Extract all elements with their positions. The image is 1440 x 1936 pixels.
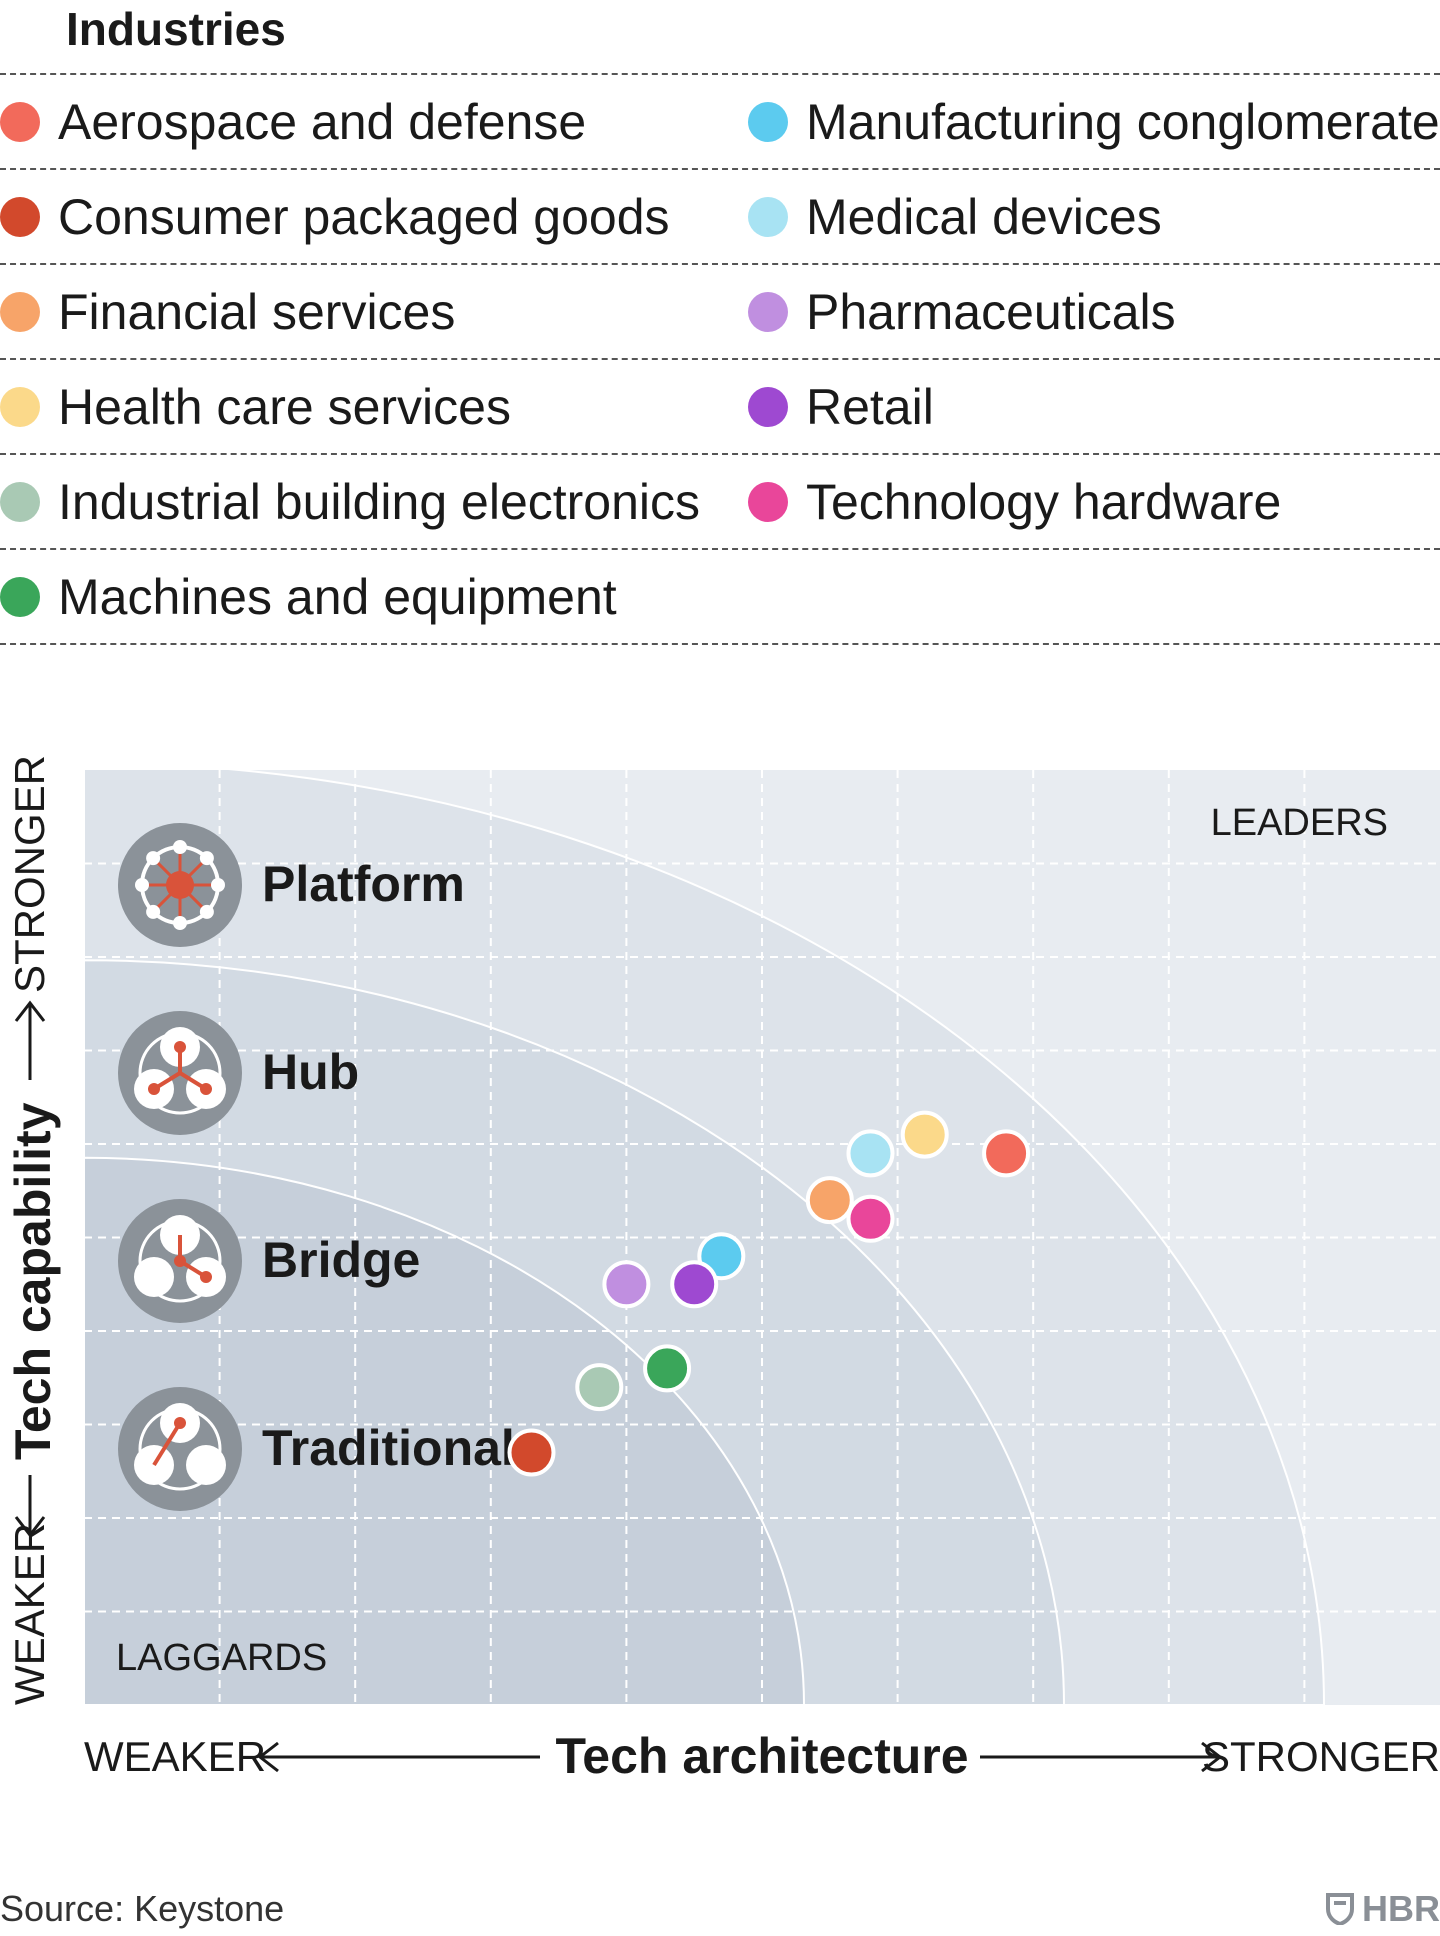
logo-text: HBR [1362,1888,1440,1929]
legend-item: Health care services [0,360,511,453]
y-axis: WEAKER Tech capability STRONGER [5,755,61,1705]
legend-item: Industrial building electronics [0,455,700,548]
data-point [846,1194,895,1243]
legend-item: Aerospace and defense [0,75,586,168]
shield-icon [1326,1893,1354,1925]
x-weak-label: WEAKER [84,1733,266,1780]
legend-title: Industries [66,3,286,55]
legend-swatch [0,196,40,237]
legend-swatch [748,196,788,237]
leaders-label: LEADERS [1211,802,1388,844]
hub-icon [118,1011,242,1135]
zone-label: Traditional [262,1420,515,1476]
y-axis-title: Tech capability [5,1102,61,1460]
legend-label: Technology hardware [806,473,1282,530]
x-axis-title: Tech architecture [555,1728,968,1784]
legend-row: Financial services Pharmaceuticals [0,265,1440,360]
legend-row: Industrial building electronics Technolog… [0,455,1440,550]
data-point [602,1260,651,1309]
legend-item: Medical devices [748,170,1162,263]
data-point [900,1110,949,1159]
legend-item: Technology hardware [748,455,1281,548]
legend-item: Pharmaceuticals [748,265,1176,358]
data-point [805,1176,854,1225]
legend-label: Medical devices [806,188,1162,245]
scatter-chart: LEADERS LAGGARDS Platform Hub Bridge Traditio… [5,755,1440,1784]
legend-swatch [748,291,788,332]
legend-label: Machines and equipment [58,568,617,625]
legend-item: Manufacturing conglomerates [748,75,1440,168]
laggards-label: LAGGARDS [116,1637,327,1679]
legend-item: Machines and equipment [0,550,617,643]
legend-label: Aerospace and defense [58,93,587,150]
arrow-right-icon [1201,1741,1223,1773]
legend-label: Consumer packaged goods [58,188,670,245]
legend-swatch [748,101,788,142]
legend-label: Financial services [58,283,456,340]
legend-row: Aerospace and defense Manufacturing congl… [0,73,1440,170]
y-strong-label: STRONGER [6,755,53,993]
zone-label: Bridge [262,1232,420,1288]
arrow-down-icon [14,1516,46,1538]
data-point [846,1129,895,1178]
legend-swatch [0,481,40,522]
legend-swatch [0,386,40,427]
traditional-icon [118,1387,242,1511]
legend-swatch [748,481,788,522]
grid [84,770,1440,1705]
arrow-up-icon [14,1000,46,1022]
platform-icon [118,823,242,947]
legend-label: Industrial building electronics [58,473,701,530]
arrow-left-icon [257,1741,279,1773]
data-point [507,1428,556,1477]
legend-label: Manufacturing conglomerates [806,93,1440,150]
legend-swatch [748,386,788,427]
data-point [670,1260,719,1309]
zone-label: Hub [262,1044,359,1100]
data-point [643,1344,692,1393]
hbr-logo: HBR [1326,1888,1440,1930]
legend-swatch [0,291,40,332]
legend-row: Health care services Retail [0,360,1440,455]
legend-swatch [0,101,40,142]
legend-item: Consumer packaged goods [0,170,670,263]
x-strong-label: STRONGER [1202,1733,1440,1780]
legend-item: Retail [748,360,934,453]
legend-label: Health care services [58,378,511,435]
y-weak-label: WEAKER [6,1523,53,1705]
legend-label: Pharmaceuticals [806,283,1176,340]
source-note: Source: Keystone [0,1888,285,1929]
zone-label: Platform [262,856,465,912]
legend-row: Consumer packaged goods Medical devices [0,170,1440,265]
legend-item: Financial services [0,265,455,358]
legend-row: Machines and equipment [0,550,1440,645]
data-point [575,1363,624,1412]
legend-label: Retail [806,378,934,435]
bridge-icon [118,1199,242,1323]
data-point [982,1129,1031,1178]
legend-swatch [0,576,40,617]
